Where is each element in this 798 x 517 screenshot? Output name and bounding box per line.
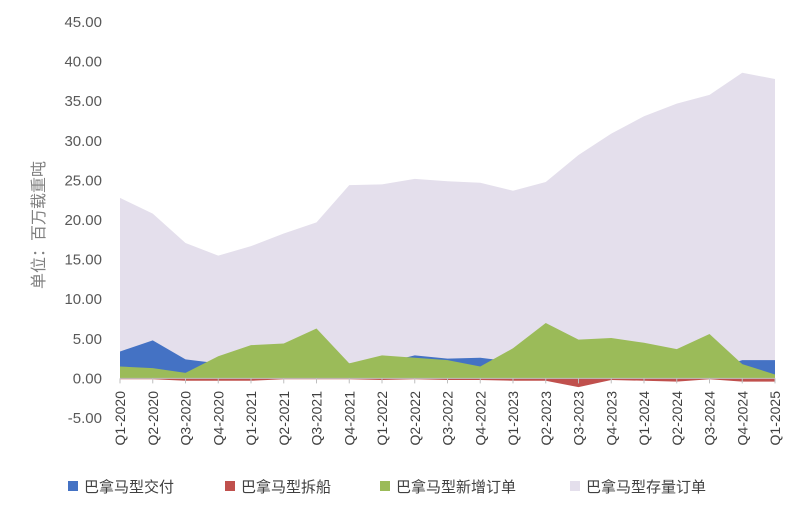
x-tick-label: Q2-2024: [669, 391, 685, 446]
x-tick-label: Q2-2023: [538, 391, 554, 446]
legend-item: 巴拿马型新增订单: [380, 478, 516, 496]
legend-item: 巴拿马型交付: [68, 478, 174, 496]
legend: 巴拿马型交付 巴拿马型拆船 巴拿马型新增订单 巴拿马型存量订单: [68, 478, 706, 496]
x-tick-label: Q1-2020: [112, 391, 128, 446]
x-tick-label: Q4-2022: [472, 391, 488, 446]
y-axis-label: 单位：百万载重吨: [29, 161, 48, 289]
legend-label: 巴拿马型交付: [84, 478, 174, 496]
y-tick-label: 0.00: [73, 370, 102, 387]
y-tick-label: 45.00: [64, 14, 102, 31]
legend-label: 巴拿马型拆船: [241, 478, 331, 496]
x-tick-label: Q4-2024: [734, 391, 750, 446]
y-tick-label: 30.00: [64, 133, 102, 150]
legend-swatch: [570, 481, 580, 491]
y-tick-label: -5.00: [68, 410, 102, 427]
area-series-3: [120, 72, 775, 379]
y-tick-label: 20.00: [64, 212, 102, 229]
x-tick-label: Q4-2021: [341, 391, 357, 446]
x-tick-label: Q2-2021: [276, 391, 292, 446]
x-tick-label: Q2-2020: [145, 391, 161, 446]
y-tick-labels: -5.00 0.00 5.00 10.00 15.00 20.00 25.00 30.00 35…: [64, 14, 102, 427]
x-tick-label: Q3-2023: [571, 391, 587, 446]
y-tick-label: 15.00: [64, 252, 102, 269]
legend-label: 巴拿马型新增订单: [396, 478, 516, 496]
x-tick-label: Q4-2023: [603, 391, 619, 446]
x-tick-label: Q2-2022: [407, 391, 423, 446]
legend-item: 巴拿马型拆船: [225, 478, 331, 496]
y-tick-label: 10.00: [64, 291, 102, 308]
x-tick-label: Q1-2022: [374, 391, 390, 446]
legend-swatch: [68, 481, 78, 491]
y-tick-label: 25.00: [64, 172, 102, 189]
y-tick-label: 40.00: [64, 54, 102, 71]
x-tick-labels: Q1-2020 Q2-2020 Q3-2020 Q4-2020 Q1-2021 Q2-20…: [112, 391, 783, 446]
axes: [119, 377, 776, 384]
area-series-2: [120, 322, 775, 379]
series-areas: [120, 72, 775, 388]
x-tick-label: Q1-2023: [505, 391, 521, 446]
legend-swatch: [380, 481, 390, 491]
x-tick-label: Q1-2024: [636, 391, 652, 446]
x-tick-label: Q4-2020: [210, 391, 226, 446]
x-tick-label: Q1-2021: [243, 391, 259, 446]
x-tick-label: Q3-2020: [178, 391, 194, 446]
legend-item: 巴拿马型存量订单: [570, 478, 706, 496]
y-tick-label: 5.00: [73, 331, 102, 348]
x-tick-label: Q1-2025: [767, 391, 783, 446]
x-tick-label: Q3-2022: [440, 391, 456, 446]
y-tick-label: 35.00: [64, 93, 102, 110]
x-tick-label: Q3-2021: [309, 391, 325, 446]
legend-swatch: [225, 481, 235, 491]
legend-label: 巴拿马型存量订单: [586, 478, 706, 496]
x-tick-label: Q3-2024: [702, 391, 718, 446]
